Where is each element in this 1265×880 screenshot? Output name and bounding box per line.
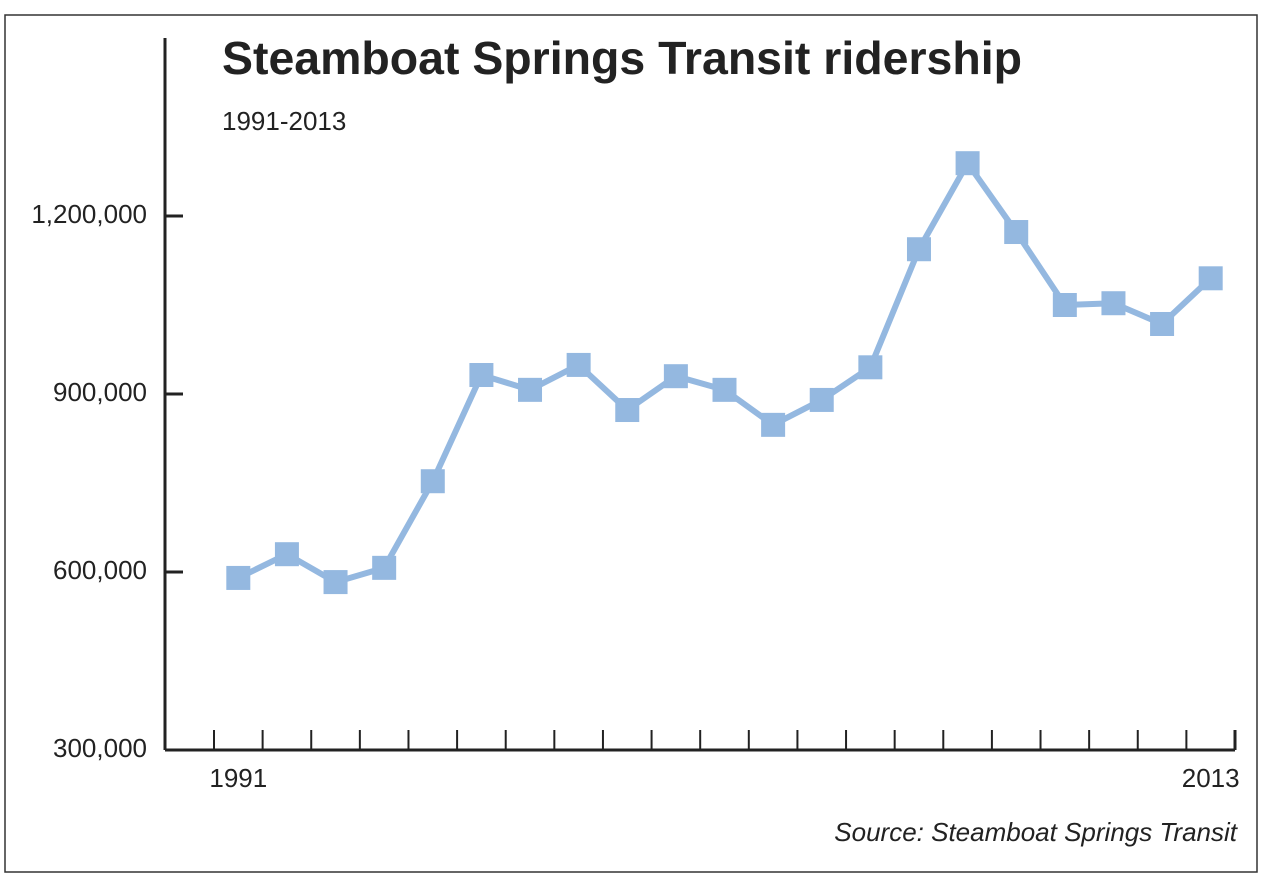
marker xyxy=(906,237,931,262)
marker xyxy=(372,555,397,580)
y-tick-label: 900,000 xyxy=(53,377,147,407)
marker xyxy=(469,363,494,388)
marker xyxy=(1004,220,1029,245)
marker xyxy=(663,364,688,389)
marker xyxy=(809,387,834,412)
marker xyxy=(226,565,251,590)
frame xyxy=(4,14,1258,873)
source: Source: Steamboat Springs Transit xyxy=(834,817,1238,847)
y-tick-label: 600,000 xyxy=(53,555,147,585)
marker xyxy=(955,151,980,176)
marker xyxy=(712,377,737,402)
y-tick-label: 300,000 xyxy=(53,733,147,763)
marker xyxy=(274,542,299,567)
marker xyxy=(1101,291,1126,316)
marker xyxy=(1150,311,1175,336)
marker xyxy=(1052,293,1077,317)
marker xyxy=(858,355,883,380)
marker xyxy=(420,469,445,494)
marker xyxy=(1198,266,1223,291)
marker xyxy=(518,377,543,402)
marker xyxy=(566,352,591,377)
chart-subtitle: 1991-2013 xyxy=(222,106,346,136)
x-tick-label: 1991 xyxy=(209,763,267,793)
marker xyxy=(761,412,786,437)
marker xyxy=(323,570,348,595)
chart-title: Steamboat Springs Transit ridership xyxy=(222,32,1022,84)
x-tick-label: 2013 xyxy=(1182,763,1240,793)
marker xyxy=(615,398,640,423)
y-tick-label: 1,200,000 xyxy=(31,199,147,229)
